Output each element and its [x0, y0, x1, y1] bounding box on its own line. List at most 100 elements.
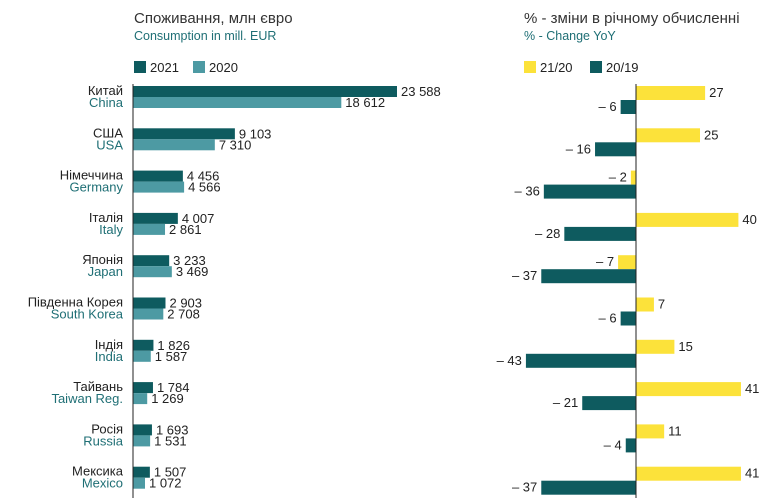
value-label-2020: 3 469: [176, 264, 209, 279]
bar-2020: [133, 181, 185, 193]
value-label-2021: 1 693: [156, 422, 189, 437]
bar-2021: [133, 86, 397, 97]
value-label-21-20: 11: [668, 423, 682, 438]
category-label-en: South Korea: [51, 307, 124, 322]
category-label-en: Mexico: [82, 476, 123, 491]
bar-2021: [133, 466, 150, 478]
value-label-21-20: 7: [658, 297, 665, 312]
bar-21-20: [630, 170, 636, 185]
value-label-2020: 2 861: [169, 222, 202, 237]
value-label-2021: 1 784: [157, 380, 190, 395]
category-label-uk: Японія: [82, 252, 123, 267]
value-label-2021: 4 007: [182, 211, 215, 226]
legend-label-2020: 2020: [209, 60, 238, 75]
bar-2020: [133, 97, 342, 108]
right-chart-title: % - зміни в річному обчисленні: [524, 10, 740, 27]
bar-2020: [133, 266, 172, 278]
bar-21-20: [636, 424, 665, 439]
value-label-20-19: – 28: [535, 226, 560, 241]
value-label-2020: 2 708: [167, 307, 200, 322]
bar-21-20: [618, 255, 636, 270]
bar-20-19: [543, 184, 636, 199]
bar-20-19: [625, 438, 636, 453]
bar-2021: [133, 255, 170, 267]
value-label-2020: 4 566: [188, 180, 221, 195]
value-label-21-20: 40: [742, 212, 756, 227]
bar-2021: [133, 128, 235, 140]
bar-2021: [133, 297, 166, 309]
category-label-uk: Німеччина: [60, 168, 124, 183]
category-label-uk: Індія: [95, 337, 123, 352]
value-label-2021: 2 903: [169, 296, 202, 311]
bar-2020: [133, 435, 151, 447]
bar-20-19: [564, 226, 636, 241]
bar-21-20: [636, 86, 706, 100]
value-label-2021: 9 103: [239, 126, 272, 141]
value-label-20-19: – 37: [512, 480, 537, 495]
value-label-20-19: – 16: [566, 141, 591, 156]
category-label-en: Germany: [70, 180, 124, 195]
left-chart-subtitle: Consumption in mill. EUR: [134, 29, 276, 43]
value-label-2020: 1 587: [155, 349, 188, 364]
category-label-en: Japan: [88, 264, 123, 279]
value-label-2021: 3 233: [173, 253, 206, 268]
bar-20-19: [582, 396, 636, 411]
bar-2021: [133, 170, 183, 182]
category-label-en: India: [95, 349, 124, 364]
legend-label-21-20: 21/20: [540, 60, 573, 75]
bar-21-20: [636, 128, 700, 143]
bar-2021: [133, 382, 153, 394]
category-label-en: China: [89, 95, 124, 110]
right-chart-subtitle: % - Change YoY: [524, 29, 616, 43]
value-label-2020: 1 269: [151, 391, 184, 406]
value-label-20-19: – 4: [604, 437, 622, 452]
legend-swatch-2020: [193, 61, 205, 73]
category-label-en: USA: [96, 137, 123, 152]
bar-2020: [133, 308, 164, 320]
value-label-21-20: 15: [678, 339, 692, 354]
bar-21-20: [636, 212, 739, 227]
bar-2021: [133, 424, 152, 436]
value-label-2020: 18 612: [345, 95, 385, 110]
bar-21-20: [636, 382, 741, 397]
bar-2020: [133, 139, 215, 151]
bar-20-19: [525, 353, 636, 368]
bar-2020: [133, 350, 151, 362]
legend-swatch-2021: [134, 61, 146, 73]
value-label-2020: 7 310: [219, 137, 252, 152]
bar-2021: [133, 339, 154, 351]
bar-20-19: [620, 311, 636, 326]
bar-2021: [133, 212, 178, 224]
bar-2020: [133, 223, 166, 235]
value-label-2020: 1 531: [154, 433, 187, 448]
bar-20-19: [541, 269, 636, 284]
value-label-2021: 4 456: [187, 169, 220, 184]
category-label-uk: Росія: [91, 421, 123, 436]
legend-label-20-19: 20/19: [606, 60, 639, 75]
value-label-20-19: – 6: [599, 311, 617, 326]
legend-label-2021: 2021: [150, 60, 179, 75]
category-label-en: Taiwan Reg.: [51, 391, 123, 406]
bar-21-20: [636, 297, 654, 312]
value-label-21-20: – 7: [596, 254, 614, 269]
value-label-20-19: – 43: [497, 353, 522, 368]
category-label-uk: Китай: [88, 83, 123, 98]
legend-swatch-20-19: [590, 61, 602, 73]
bar-21-20: [636, 339, 675, 354]
value-label-2021: 23 588: [401, 84, 441, 99]
value-label-2021: 1 826: [157, 338, 190, 353]
value-label-21-20: 25: [704, 127, 718, 142]
value-label-20-19: – 21: [553, 395, 578, 410]
value-label-21-20: 27: [709, 85, 723, 100]
value-label-21-20: – 2: [609, 170, 627, 185]
category-label-en: Italy: [99, 222, 123, 237]
bar-2020: [133, 477, 145, 489]
category-label-uk: Мексика: [72, 464, 124, 479]
bar-20-19: [541, 480, 636, 495]
bar-20-19: [595, 142, 636, 157]
category-label-en: Russia: [83, 433, 124, 448]
legend-swatch-21-20: [524, 61, 536, 73]
bar-21-20: [636, 466, 741, 481]
left-chart-title: Споживання, млн євро: [134, 10, 293, 27]
